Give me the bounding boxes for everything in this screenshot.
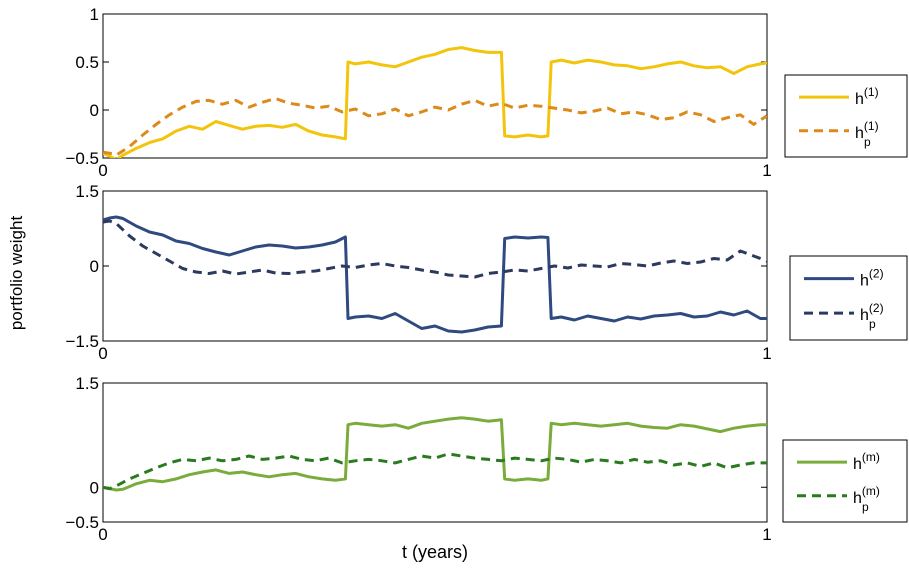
y-tick-label: 1 bbox=[90, 5, 99, 24]
plot-area-frame bbox=[102, 382, 768, 523]
y-tick-label: −1.5 bbox=[65, 332, 99, 351]
x-axis-label: t (years) bbox=[402, 542, 468, 562]
series-line-hm bbox=[103, 416, 767, 492]
y-tick-label: 1.5 bbox=[75, 374, 99, 393]
chart-panel-2: −1.501.50 1h(2)h(2)p bbox=[65, 182, 908, 363]
legend-frame bbox=[782, 439, 908, 523]
x-tick-label: 0 bbox=[98, 344, 107, 363]
legend: h(2)h(2)p bbox=[789, 255, 908, 341]
legend-frame bbox=[789, 255, 908, 341]
legend-label: h(2) bbox=[860, 267, 884, 290]
legend-label-subscript: p bbox=[869, 317, 876, 331]
series-line-h2 bbox=[103, 215, 767, 334]
legend-label: h(1) bbox=[855, 119, 879, 142]
y-tick-label: 0 bbox=[90, 101, 99, 120]
chart-panel-1: −0.500.510 1h(1)h(1)p bbox=[65, 5, 908, 180]
legend-label: h(2) bbox=[860, 301, 884, 324]
x-tick-label: 1 bbox=[762, 344, 771, 363]
series-line-hpm bbox=[103, 452, 767, 491]
series-group bbox=[103, 46, 767, 158]
series-group bbox=[103, 416, 767, 492]
y-tick-label: 0.5 bbox=[75, 53, 99, 72]
x-tick-label: 1 bbox=[762, 161, 771, 180]
chart-panel-3: −0.501.50 1h(m)h(m)p bbox=[65, 374, 908, 544]
x-tick-label: 0 bbox=[98, 525, 107, 544]
legend-label: h(1) bbox=[855, 85, 879, 108]
y-tick-label: −0.5 bbox=[65, 149, 99, 168]
legend-label: h(m) bbox=[853, 450, 880, 473]
legend: h(1)h(1)p bbox=[784, 74, 908, 158]
x-tick-label: 0 bbox=[98, 161, 107, 180]
series-group bbox=[103, 215, 767, 334]
x-tick-label: 1 bbox=[762, 525, 771, 544]
series-line-hp1 bbox=[103, 97, 767, 157]
legend-frame bbox=[784, 74, 908, 158]
y-tick-label: 0 bbox=[90, 478, 99, 497]
y-tick-label: −0.5 bbox=[65, 513, 99, 532]
legend-label-subscript: p bbox=[862, 500, 869, 514]
legend: h(m)h(m)p bbox=[782, 439, 908, 523]
y-axis-label: portfolio weight bbox=[7, 216, 26, 331]
y-tick-label: 1.5 bbox=[75, 182, 99, 201]
legend-label: h(m) bbox=[853, 484, 880, 507]
plot-area-frame bbox=[102, 190, 768, 342]
legend-label-subscript: p bbox=[864, 135, 871, 149]
series-line-hp2 bbox=[103, 219, 767, 279]
y-tick-label: 0 bbox=[90, 257, 99, 276]
series-line-h1 bbox=[103, 46, 767, 158]
plot-area-frame bbox=[102, 13, 768, 159]
